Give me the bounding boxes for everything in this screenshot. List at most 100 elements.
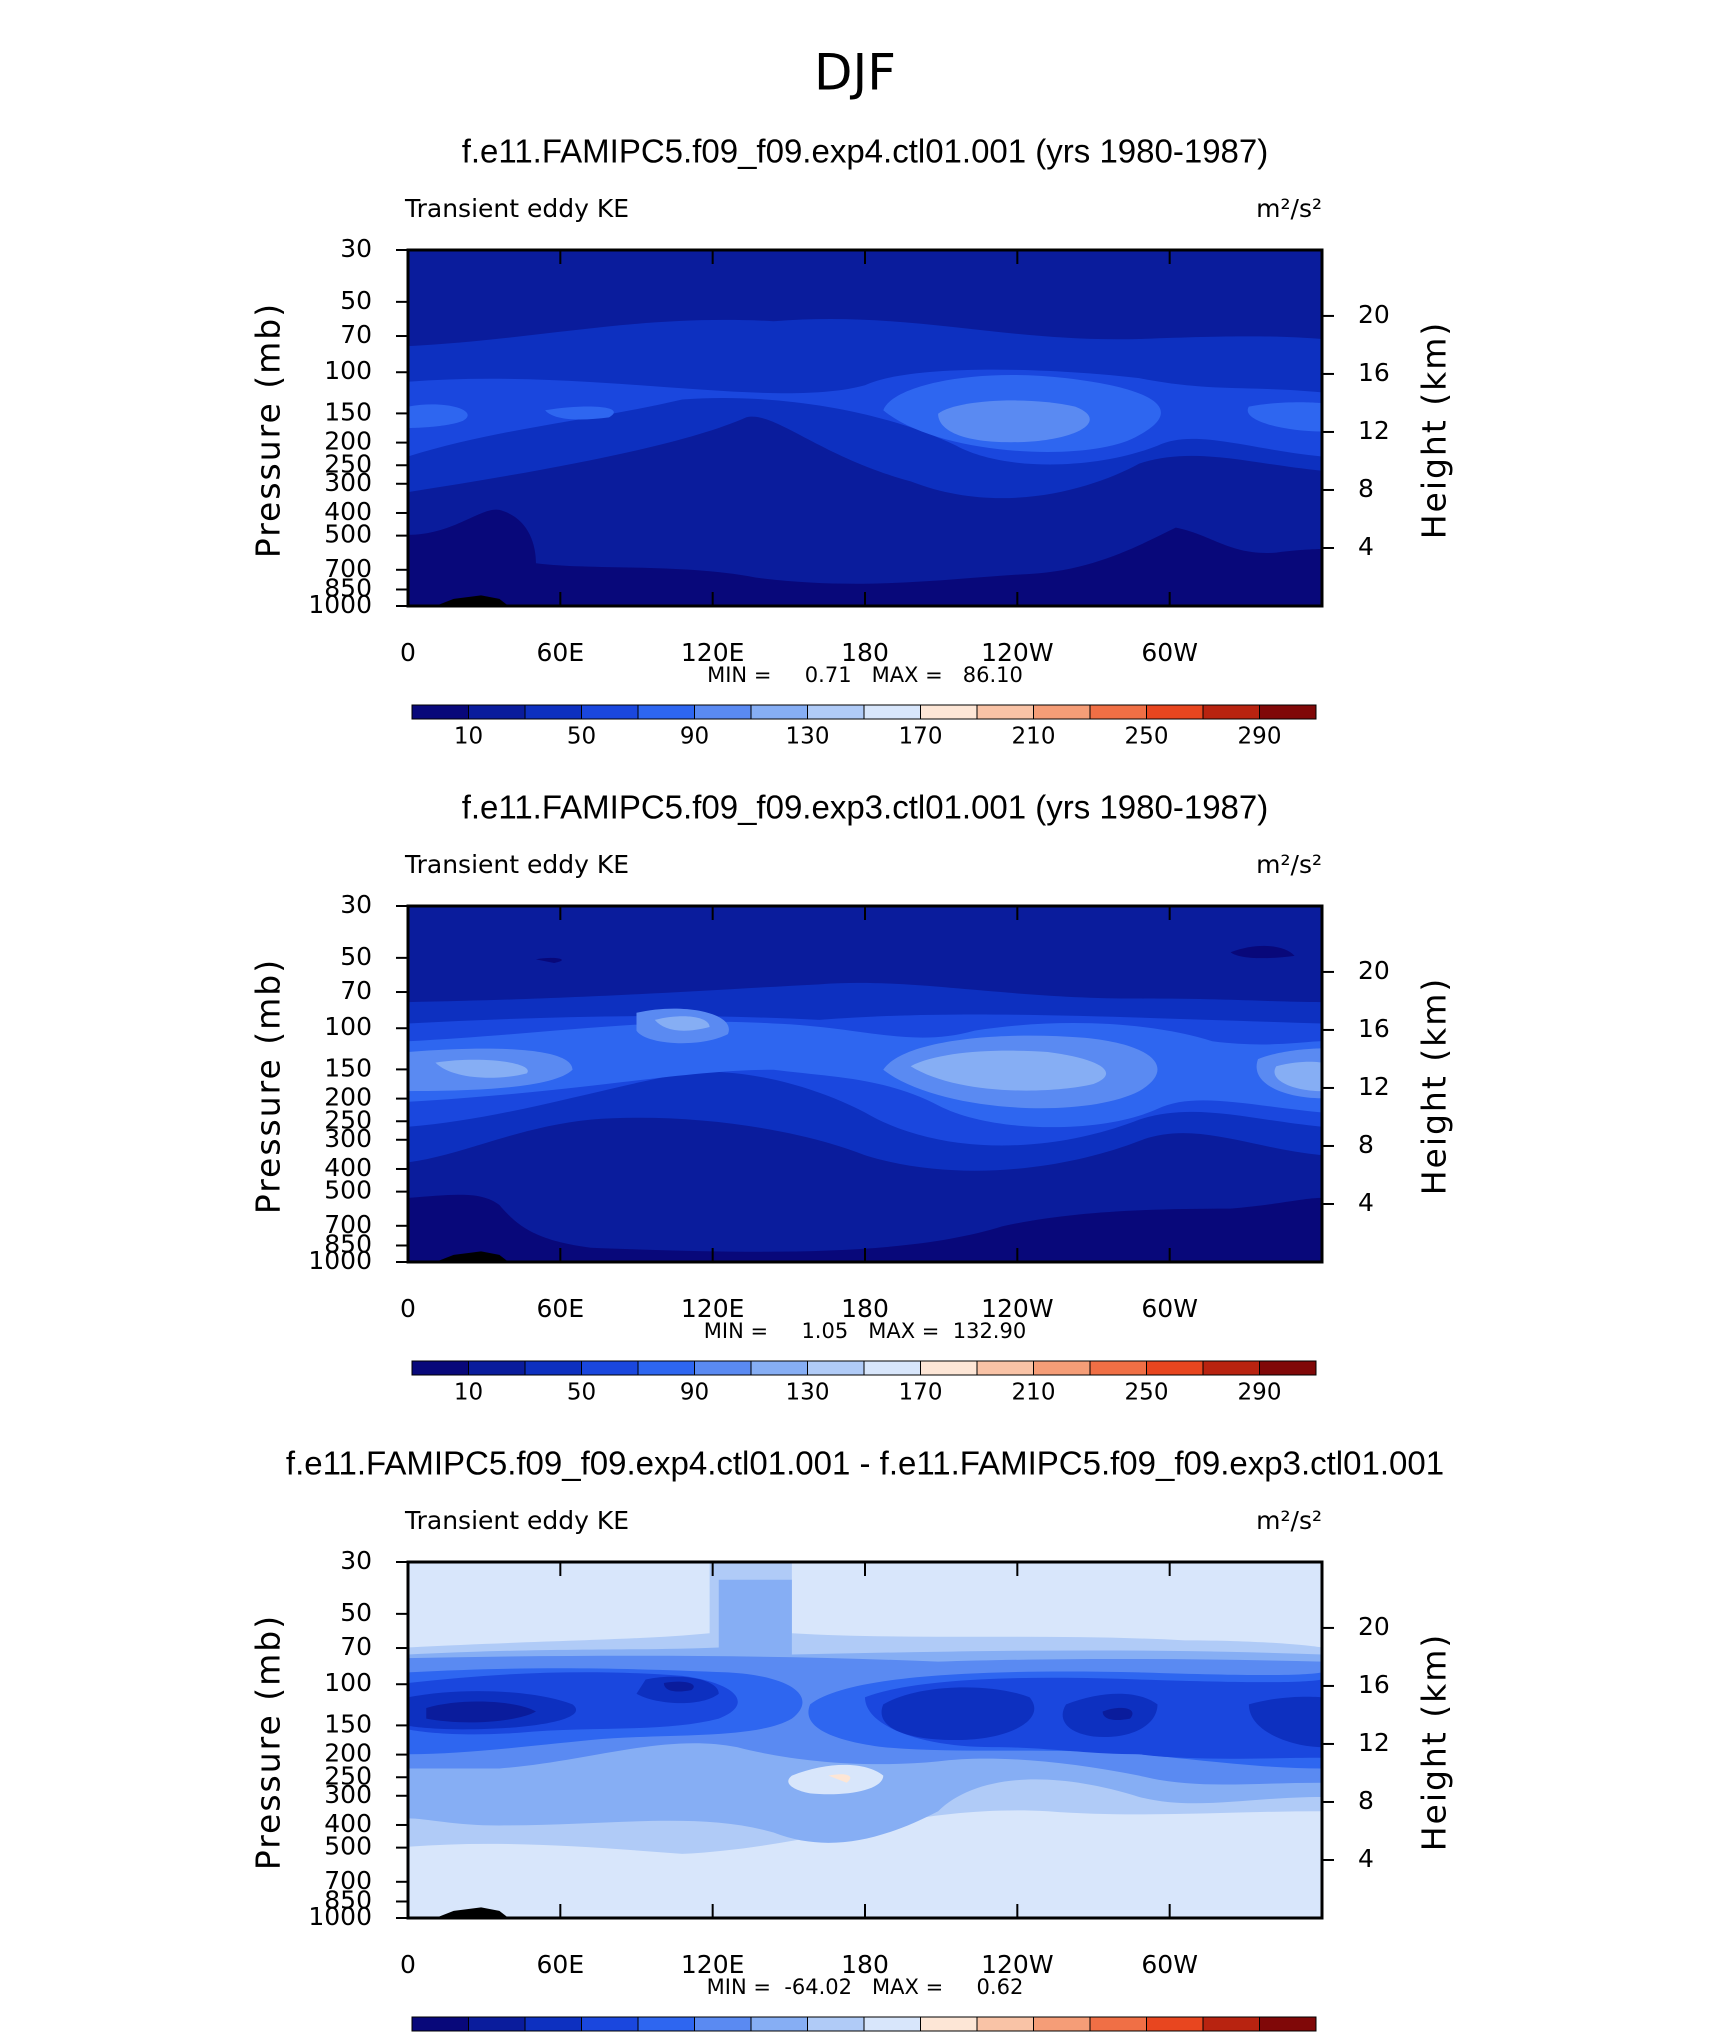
figure-title: DJF [814,44,896,102]
colorbar-box [1089,1360,1147,1376]
colorbar-box [1033,704,1091,720]
x-tick-label: 0 [400,1294,416,1323]
colorbar-box [976,704,1034,720]
colorbar-box [807,2016,865,2032]
colorbar-box [1089,704,1147,720]
panel-title: f.e11.FAMIPC5.f09_f09.exp3.ctl01.001 (yr… [462,789,1269,826]
subtitle: Transient eddy KE [404,1506,629,1535]
colorbar-label: 130 [786,724,830,750]
colorbar-label: -40 [506,2036,544,2038]
x-tick-label: 60W [1141,638,1198,667]
y-tick-label: 50 [340,286,372,315]
colorbar-box [524,2016,582,2032]
y2-tick-label: 16 [1358,1670,1390,1699]
y-tick-label: 1000 [308,1902,372,1931]
x-tick-label: 180 [841,1950,889,1979]
colorbar-box [1033,1360,1091,1376]
colorbar-label: 10 [962,2036,991,2038]
x-tick-label: 60W [1141,1950,1198,1979]
colorbar-label: 50 [567,724,596,750]
colorbar-box [1146,2016,1204,2032]
y-tick-label: 30 [340,234,372,263]
min-max: MIN = -64.02 MAX = 0.62 [707,1975,1024,1999]
colorbar-box [920,2016,978,2032]
plot-frame [406,1560,1324,1920]
colorbar-label: 0 [857,2036,872,2038]
x-tick-label: 60E [537,1294,585,1323]
colorbar-label: 130 [786,1380,830,1406]
y2-tick-label: 12 [1358,416,1390,445]
colorbar-box [411,1360,469,1376]
colorbar-label: 50 [567,1380,596,1406]
colorbar-label: 50 [1245,2036,1274,2038]
y-tick-label: 30 [340,890,372,919]
colorbar-box [1146,704,1204,720]
colorbar-box [976,2016,1034,2032]
colorbar-label: 170 [899,1380,943,1406]
plot-frame [406,904,1324,1264]
colorbar-label: -50 [450,2036,488,2038]
colorbar-label: -15 [676,2036,714,2038]
y2-tick-label: 12 [1358,1072,1390,1101]
colorbar-box [1259,704,1317,720]
y-tick-label: 850 [324,1230,372,1259]
contour-field [408,906,1322,1262]
colorbar-label: 30 [1132,2036,1161,2038]
y-tick-label: 500 [324,1832,372,1861]
y2-tick-label: 20 [1358,300,1390,329]
colorbar-box [863,704,921,720]
colorbar-label: 210 [1012,724,1056,750]
colorbar-label: -30 [563,2036,601,2038]
colorbar-box [807,1360,865,1376]
y-tick-label: 150 [324,1709,372,1738]
y-tick-label: 300 [324,1780,372,1809]
colorbar-box [1202,704,1260,720]
colorbar-label: 170 [899,724,943,750]
colorbar-box [920,1360,978,1376]
y-tick-label: 700 [324,554,372,583]
y2-tick-label: 4 [1358,1188,1374,1217]
y2-tick-label: 4 [1358,1844,1374,1873]
x-tick-label: 120W [981,1294,1053,1323]
min-max: MIN = 0.71 MAX = 86.10 [707,663,1023,687]
colorbar-box [468,1360,526,1376]
panel-title: f.e11.FAMIPC5.f09_f09.exp4.ctl01.001 (yr… [462,133,1269,170]
y-tick-label: 100 [324,1668,372,1697]
y-tick-label: 70 [340,1632,372,1661]
x-tick-label: 120W [981,638,1053,667]
x-tick-label: 120E [681,1294,745,1323]
colorbar-box [468,704,526,720]
colorbar-box [411,2016,469,2032]
y-tick-label: 150 [324,1053,372,1082]
colorbar-label: 10 [454,724,483,750]
colorbar-box [1202,2016,1260,2032]
colorbar-box [694,704,752,720]
y-tick-label: 700 [324,1210,372,1239]
x-tick-label: 60W [1141,1294,1198,1323]
y2-tick-label: 4 [1358,532,1374,561]
y-tick-label: 200 [324,1083,372,1112]
units: m²/s² [1256,1506,1322,1535]
y2-tick-label: 16 [1358,1014,1390,1043]
y-tick-label: 1000 [308,1246,372,1275]
y-tick-label: 700 [324,1866,372,1895]
y2-tick-label: 12 [1358,1728,1390,1757]
x-tick-label: 120W [981,1950,1053,1979]
colorbar-box [1146,1360,1204,1376]
y-tick-label: 50 [340,942,372,971]
x-tick-label: 0 [400,638,416,667]
y-tick-label: 30 [340,1546,372,1575]
contour-field [408,250,1322,606]
y-tick-label: 400 [324,497,372,526]
y-tick-label: 500 [324,1176,372,1205]
colorbar-box [750,704,808,720]
colorbar-box [807,704,865,720]
y-tick-label: 50 [340,1598,372,1627]
y-tick-label: 250 [324,449,372,478]
colorbar-box [524,1360,582,1376]
colorbar-box [694,2016,752,2032]
colorbar-box [411,704,469,720]
x-tick-label: 0 [400,1950,416,1979]
y2-tick-label: 8 [1358,474,1374,503]
colorbar-label: -20 [619,2036,657,2038]
